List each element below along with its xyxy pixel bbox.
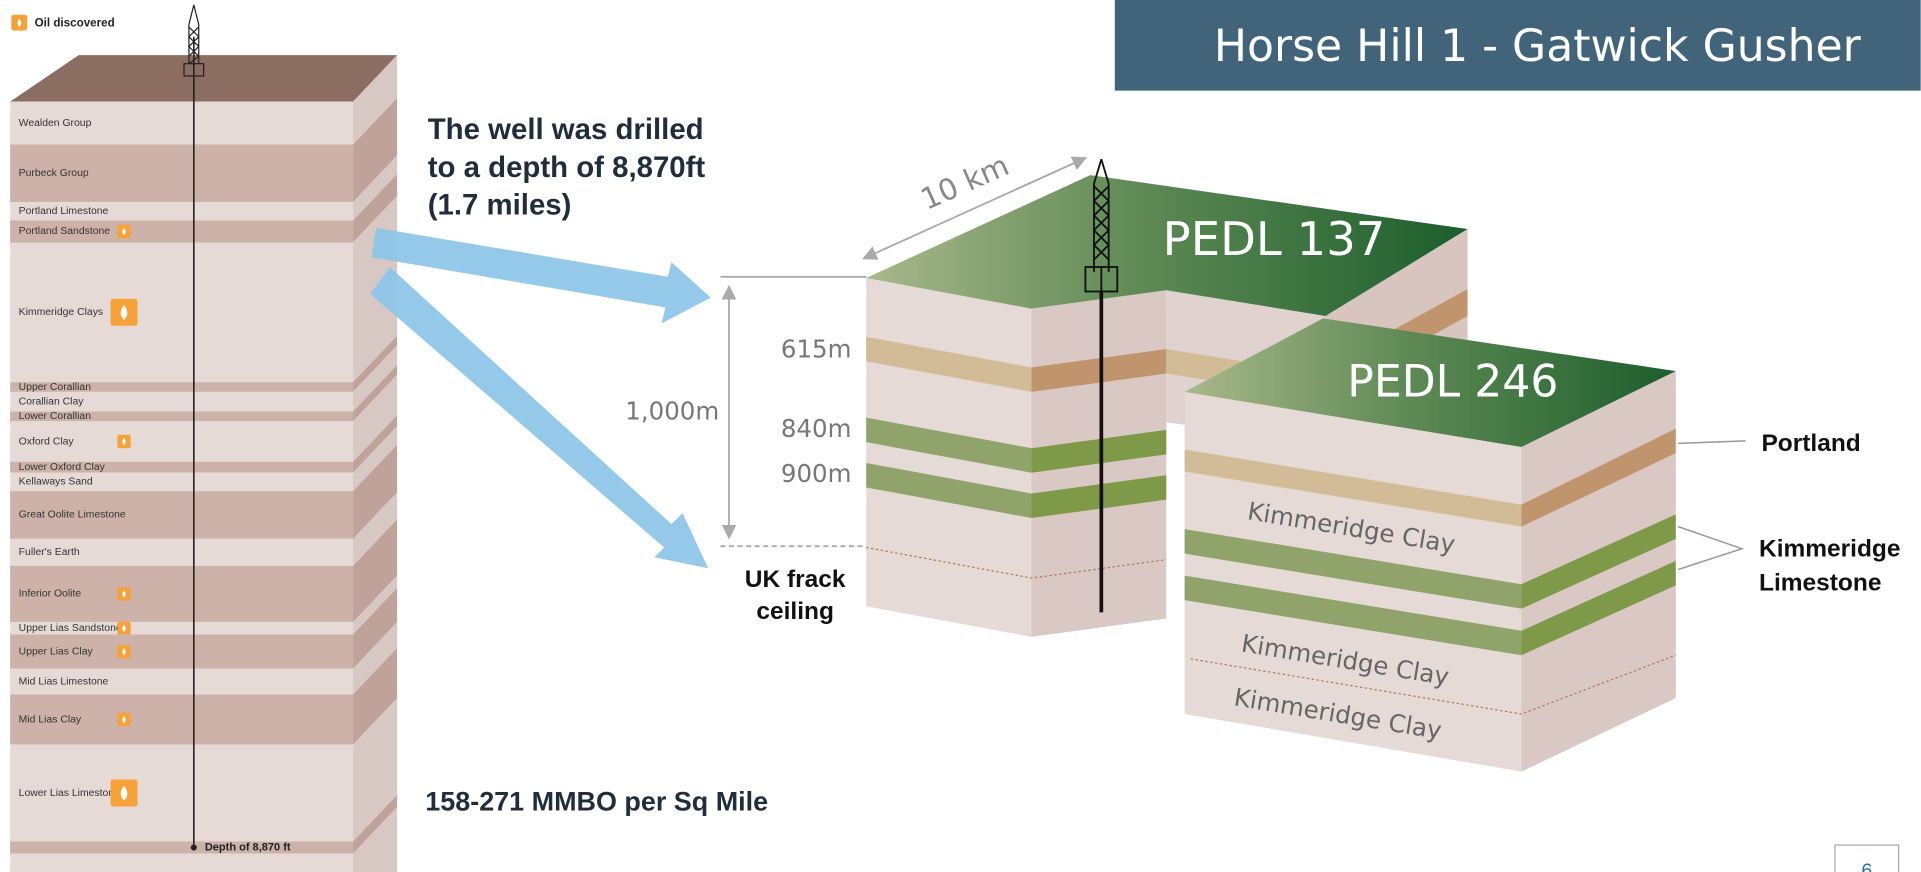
stratum-label: Great Oolite Limestone: [19, 510, 126, 521]
stratum-label: Kimmeridge Clays: [19, 307, 103, 318]
block-246: PEDL 246 Kimmeridge Clay Kimmeridge Clay…: [1185, 318, 1676, 771]
stratum-label: Portland Limestone: [19, 206, 109, 217]
page: Oil discovered Wealden Group Purbeck Grou…: [0, 0, 1921, 872]
side-label: Limestone: [1759, 570, 1881, 597]
stratum-label: Upper Lias Sandstone: [19, 623, 122, 634]
slide: Oil discovered Wealden Group Purbeck Grou…: [0, 0, 1921, 872]
stratum-label: Inferior Oolite: [19, 589, 82, 600]
depth-marker: 900m: [781, 459, 852, 488]
stratum-label: Lower Corallian: [19, 411, 92, 422]
ceiling-label: ceiling: [756, 598, 834, 625]
stratum-label: Kellaways Sand: [19, 477, 93, 488]
licence-label: PEDL 246: [1347, 357, 1558, 408]
callout-line: to a depth of 8,870ft: [428, 151, 706, 184]
stratum-label: Lower Lias Limestone: [19, 788, 120, 799]
page-number: 6: [1861, 860, 1872, 872]
range-label: 1,000m: [625, 397, 719, 426]
stratum-bottom: [10, 841, 353, 853]
stratum-label: Portland Sandstone: [19, 226, 111, 237]
stratum-label: Mid Lias Clay: [19, 714, 82, 725]
leader-line: [1678, 441, 1745, 443]
stratum-label: Fuller's Earth: [19, 547, 80, 558]
stratum-label: Upper Corallian: [19, 382, 92, 393]
ceiling-label: UK frack: [745, 566, 846, 593]
stratum-label: Oxford Clay: [19, 436, 75, 447]
legend-label: Oil discovered: [35, 16, 115, 29]
stratum-label: Mid Lias Limestone: [19, 676, 109, 687]
strata: Wealden Group Purbeck Group Portland Limes…: [10, 55, 397, 841]
stratum-bottom: [10, 854, 353, 872]
callout-line: (1.7 miles): [428, 189, 572, 222]
stratum-label: Upper Lias Clay: [19, 646, 94, 657]
depth-marker: 615m: [781, 334, 852, 363]
leader-line: [1678, 527, 1742, 570]
stratum-label: Lower Oxford Clay: [19, 462, 106, 473]
width-label: 10 km: [916, 148, 1014, 217]
stratum-label: Wealden Group: [19, 118, 92, 129]
depth-marker: 840m: [781, 414, 852, 443]
stratum-label: Purbeck Group: [19, 168, 89, 179]
side-label: Portland: [1761, 430, 1860, 457]
callout-line: The well was drilled: [428, 113, 704, 146]
well-bottom: [191, 844, 197, 850]
title: Horse Hill 1 - Gatwick Gusher: [1214, 21, 1862, 72]
stratum-label: Corallian Clay: [19, 396, 85, 407]
side-label: Kimmeridge: [1759, 535, 1901, 562]
estimate: 158-271 MMBO per Sq Mile: [425, 787, 768, 817]
depth-label: Depth of 8,870 ft: [205, 841, 291, 853]
column-top: [10, 55, 397, 102]
licence-label: PEDL 137: [1163, 212, 1386, 266]
